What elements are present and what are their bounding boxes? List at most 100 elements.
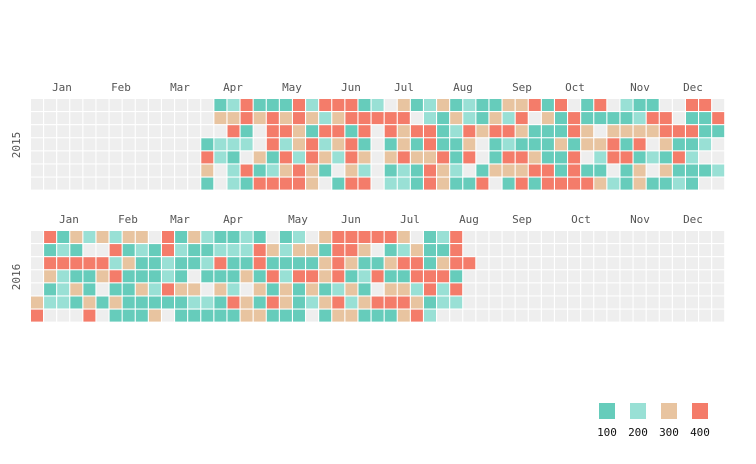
day-cell: [489, 309, 502, 322]
day-cell: [70, 231, 83, 243]
day-cell: [541, 231, 554, 243]
day-cell: [240, 270, 253, 283]
day-cell: [489, 231, 502, 243]
day-cell: [568, 112, 581, 125]
day-cell: [122, 244, 135, 257]
day-cell: [57, 125, 70, 138]
day-cell: [659, 112, 672, 125]
day-cell: [96, 99, 109, 111]
day-cell: [384, 138, 397, 151]
day-cell: [371, 125, 384, 138]
day-cell: [450, 257, 463, 270]
day-cell: [568, 270, 581, 283]
day-cell: [227, 151, 240, 164]
day-cell: [633, 231, 646, 243]
day-cell: [515, 283, 528, 296]
day-cell: [162, 99, 174, 111]
day-cell: [489, 151, 502, 164]
month-label: Nov: [630, 81, 650, 94]
day-cell: [319, 151, 332, 164]
day-cell: [476, 99, 489, 111]
day-cell: [620, 270, 633, 283]
day-cell: [686, 164, 698, 177]
day-cell: [306, 296, 319, 309]
day-cell: [293, 164, 305, 177]
day-cell: [699, 283, 712, 296]
day-cell: [358, 99, 371, 111]
day-cell: [463, 244, 476, 257]
day-cell: [214, 244, 227, 257]
day-cell: [44, 112, 57, 125]
day-cell: [175, 138, 188, 151]
day-cell: [410, 231, 423, 243]
day-cell: [568, 164, 581, 177]
day-cell: [96, 244, 109, 257]
day-cell: [162, 177, 174, 190]
day-cell: [266, 283, 279, 296]
day-cell: [463, 138, 476, 151]
day-cell: [293, 283, 305, 296]
day-cell: [712, 309, 725, 322]
day-cell: [633, 270, 646, 283]
day-cell: [424, 296, 436, 309]
day-cell: [686, 125, 698, 138]
day-cell: [306, 151, 319, 164]
day-cell: [358, 125, 371, 138]
day-cell: [293, 270, 305, 283]
day-cell: [31, 177, 43, 190]
day-cell: [83, 112, 96, 125]
day-cell: [555, 151, 567, 164]
month-label: Mar: [170, 81, 190, 94]
day-cell: [319, 164, 332, 177]
day-cell: [227, 270, 240, 283]
day-cell: [568, 283, 581, 296]
day-cell: [384, 283, 397, 296]
day-cell: [201, 257, 214, 270]
month-label: Dec: [683, 81, 703, 94]
day-cell: [162, 244, 174, 257]
day-cell: [437, 270, 450, 283]
day-cell: [109, 244, 122, 257]
day-cell: [476, 164, 489, 177]
day-cell: [437, 112, 450, 125]
day-cell: [358, 151, 371, 164]
day-cell: [712, 99, 725, 111]
day-cell: [266, 244, 279, 257]
day-cell: [371, 296, 384, 309]
day-cell: [332, 112, 345, 125]
day-cell: [568, 125, 581, 138]
day-cell: [57, 138, 70, 151]
day-cell: [201, 177, 214, 190]
day-cell: [672, 296, 685, 309]
day-cell: [607, 309, 620, 322]
day-cell: [410, 125, 423, 138]
day-cell: [633, 283, 646, 296]
day-cell: [659, 309, 672, 322]
day-cell: [122, 296, 135, 309]
day-cell: [659, 244, 672, 257]
day-cell: [594, 125, 607, 138]
day-cell: [162, 270, 174, 283]
day-cell: [253, 244, 266, 257]
day-cell: [122, 257, 135, 270]
day-cell: [659, 177, 672, 190]
day-cell: [463, 125, 476, 138]
day-cell: [437, 244, 450, 257]
day-cell: [293, 151, 305, 164]
day-cell: [148, 125, 161, 138]
day-cell: [188, 164, 201, 177]
day-cell: [594, 177, 607, 190]
day-cell: [293, 309, 305, 322]
day-cell: [371, 99, 384, 111]
day-cell: [489, 112, 502, 125]
day-cell: [712, 151, 725, 164]
day-cell: [306, 138, 319, 151]
day-cell: [463, 177, 476, 190]
day-cell: [83, 177, 96, 190]
day-cell: [410, 138, 423, 151]
day-cell: [699, 125, 712, 138]
day-cell: [266, 164, 279, 177]
day-cell: [371, 138, 384, 151]
day-cell: [96, 151, 109, 164]
day-cell: [175, 151, 188, 164]
